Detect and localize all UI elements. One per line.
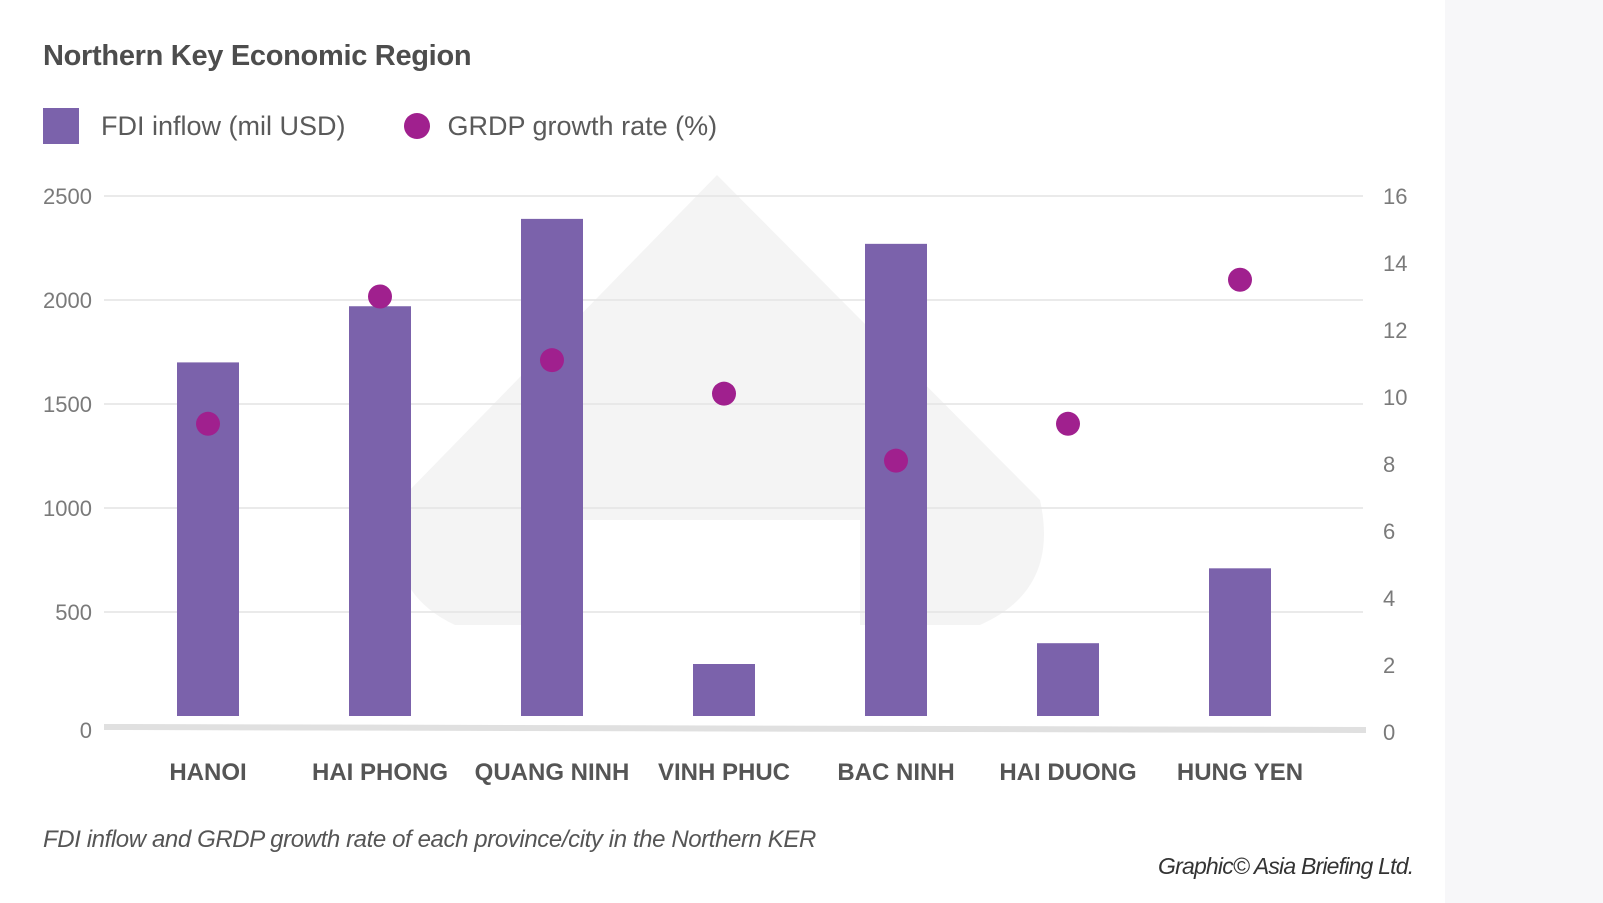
x-tick-label: BAC NINH [837, 759, 954, 786]
bar-fdi-vinh-phuc [693, 664, 755, 716]
y-right-tick-label: 8 [1383, 452, 1395, 477]
legend-item-fdi: FDI inflow (mil USD) [43, 108, 346, 144]
y-left-tick-label: 500 [55, 600, 92, 625]
y-left-tick-label: 2500 [43, 184, 92, 209]
y-right-tick-label: 4 [1383, 586, 1395, 611]
chart-caption: FDI inflow and GRDP growth rate of each … [43, 826, 816, 853]
legend-item-grdp: GRDP growth rate (%) [403, 110, 718, 142]
y-right-tick-label: 6 [1383, 519, 1395, 544]
y-right-tick-label: 12 [1383, 318, 1407, 343]
point-grdp-hanoi [196, 411, 220, 436]
point-grdp-hai-duong [1056, 411, 1080, 436]
point-grdp-hung-yen [1228, 267, 1252, 292]
legend-dot-swatch-icon [403, 113, 430, 139]
x-axis-baseline [103, 724, 1367, 733]
legend-bar-swatch-icon [43, 108, 79, 144]
point-grdp-vinh-phuc [712, 381, 736, 406]
legend-label-fdi: FDI inflow (mil USD) [101, 110, 346, 141]
bar-fdi-quang-ninh [521, 218, 583, 716]
y-left-tick-label: 0 [80, 718, 92, 743]
point-grdp-bac-ninh [884, 448, 908, 473]
legend-label-grdp: GRDP growth rate (%) [447, 110, 718, 141]
point-grdp-quang-ninh [540, 348, 564, 373]
x-tick-label: QUANG NINH [475, 759, 630, 786]
x-tick-label: HUNG YEN [1177, 759, 1303, 786]
y-right-tick-label: 10 [1383, 385, 1407, 410]
chart-title: Northern Key Economic Region [43, 40, 472, 72]
x-tick-label: VINH PHUC [658, 759, 790, 786]
bar-fdi-bac-ninh [865, 243, 927, 716]
chart-credit: Graphic© Asia Briefing Ltd. [1158, 853, 1414, 879]
y-right-tick-label: 2 [1383, 653, 1395, 678]
y-right-tick-label: 14 [1383, 251, 1407, 276]
chart-legend: FDI inflow (mil USD) GRDP growth rate (%… [43, 106, 717, 146]
y-left-tick-label: 1000 [43, 496, 92, 521]
bar-fdi-hung-yen [1209, 568, 1271, 716]
y-right-tick-label: 0 [1383, 720, 1395, 745]
right-margin-strip [1445, 0, 1603, 903]
y-left-tick-label: 1500 [43, 392, 92, 417]
x-tick-label: HANOI [169, 759, 246, 786]
bar-fdi-hai-duong [1037, 643, 1099, 716]
y-right-tick-label: 16 [1383, 184, 1407, 209]
point-grdp-hai-phong [368, 284, 392, 309]
bar-fdi-hai-phong [349, 306, 411, 716]
x-tick-label: HAI PHONG [312, 759, 448, 786]
y-left-tick-label: 2000 [43, 288, 92, 313]
x-tick-label: HAI DUONG [999, 759, 1136, 786]
